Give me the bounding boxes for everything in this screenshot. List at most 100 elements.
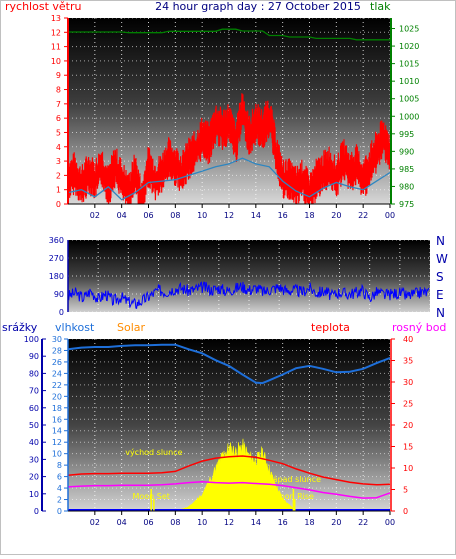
time-tick-label: 06 bbox=[143, 518, 153, 527]
humidity-tick-label: 6 bbox=[57, 473, 62, 482]
wind-speed-tick-label: 5 bbox=[56, 128, 61, 137]
event-label: Moon Rise bbox=[273, 492, 314, 501]
rain-tick-label: 100 bbox=[24, 335, 39, 344]
compass-label: W bbox=[436, 252, 448, 266]
solar-axis-title: Solar bbox=[117, 321, 146, 334]
humidity-tick-label: 10 bbox=[52, 450, 62, 459]
temperature-tick-label: 40 bbox=[403, 335, 413, 344]
time-tick-label: 18 bbox=[304, 211, 314, 220]
time-tick-label: 00 bbox=[385, 518, 395, 527]
wind-speed-tick-label: 0 bbox=[56, 200, 61, 209]
humidity-tick-label: 28 bbox=[52, 346, 62, 355]
time-tick-label: 16 bbox=[278, 211, 288, 220]
wind-speed-tick-label: 3 bbox=[56, 157, 61, 166]
wind-speed-axis-title: rychlost větru bbox=[5, 0, 81, 13]
direction-degree-label: 270 bbox=[49, 254, 64, 263]
temperature-axis-title: teplota bbox=[311, 321, 350, 334]
axes-layer bbox=[41, 17, 395, 515]
pressure-axis-title: tlak bbox=[370, 0, 391, 13]
pressure-line bbox=[68, 28, 390, 41]
tick-labels-layer: 0123456789101112139759809859909951000100… bbox=[24, 14, 448, 527]
humidity-tick-label: 2 bbox=[57, 496, 62, 505]
wind-direction-trace bbox=[67, 281, 430, 309]
wind-speed-tick-label: 7 bbox=[56, 100, 61, 109]
humidity-tick-label: 16 bbox=[52, 415, 62, 424]
temperature-tick-label: 15 bbox=[403, 443, 413, 452]
chart-title: 24 hour graph day : 27 October 2015 bbox=[155, 0, 361, 13]
rain-tick-label: 10 bbox=[29, 490, 39, 499]
wind-speed-tick-label: 2 bbox=[56, 171, 61, 180]
time-tick-label: 08 bbox=[170, 518, 180, 527]
rain-tick-label: 70 bbox=[29, 387, 39, 396]
time-tick-label: 04 bbox=[117, 211, 127, 220]
rain-tick-label: 60 bbox=[29, 404, 39, 413]
temperature-tick-label: 10 bbox=[403, 464, 413, 473]
pressure-tick-label: 990 bbox=[399, 147, 414, 156]
temperature-tick-label: 30 bbox=[403, 378, 413, 387]
pressure-tick-label: 1005 bbox=[399, 95, 419, 104]
time-tick-label: 16 bbox=[278, 518, 288, 527]
wind-speed-tick-label: 1 bbox=[56, 186, 61, 195]
rain-axis-title: srážky bbox=[2, 321, 38, 334]
humidity-tick-label: 8 bbox=[57, 461, 62, 470]
time-tick-label: 14 bbox=[251, 518, 261, 527]
temperature-tick-label: 25 bbox=[403, 400, 413, 409]
compass-label: N bbox=[436, 306, 445, 320]
temperature-tick-label: 0 bbox=[403, 507, 408, 516]
temperature-line bbox=[67, 455, 391, 486]
rain-tick-label: 50 bbox=[29, 421, 39, 430]
temperature-tick-label: 5 bbox=[403, 486, 408, 495]
compass-label: N bbox=[436, 234, 445, 248]
direction-degree-label: 180 bbox=[49, 272, 64, 281]
wind-speed-tick-label: 4 bbox=[56, 143, 61, 152]
compass-label: E bbox=[436, 288, 444, 302]
rain-tick-label: 20 bbox=[29, 473, 39, 482]
time-tick-label: 08 bbox=[170, 211, 180, 220]
pressure-tick-label: 995 bbox=[399, 130, 414, 139]
time-tick-label: 06 bbox=[143, 211, 153, 220]
humidity-tick-label: 22 bbox=[52, 381, 62, 390]
event-label: Moon Set bbox=[132, 492, 169, 501]
time-tick-label: 10 bbox=[197, 211, 207, 220]
humidity-tick-label: 0 bbox=[57, 507, 62, 516]
time-tick-label: 20 bbox=[331, 518, 341, 527]
pressure-tick-label: 980 bbox=[399, 182, 414, 191]
time-tick-label: 18 bbox=[304, 518, 314, 527]
wind-speed-tick-label: 11 bbox=[51, 43, 61, 52]
time-tick-label: 00 bbox=[385, 211, 395, 220]
wind-average-line bbox=[67, 157, 391, 201]
humidity-axis-title: vlhkost bbox=[55, 321, 95, 334]
wind-speed-tick-label: 12 bbox=[51, 28, 61, 37]
wind-gust-line bbox=[67, 93, 391, 205]
pressure-tick-label: 1010 bbox=[399, 77, 419, 86]
humidity-tick-label: 4 bbox=[57, 484, 62, 493]
dew-point-line bbox=[67, 481, 391, 499]
wind-speed-tick-label: 10 bbox=[51, 57, 61, 66]
pressure-tick-label: 1015 bbox=[399, 60, 419, 69]
time-tick-label: 02 bbox=[90, 518, 100, 527]
time-tick-label: 12 bbox=[224, 518, 234, 527]
pressure-tick-label: 1025 bbox=[399, 25, 419, 34]
direction-degree-label: 360 bbox=[49, 236, 64, 245]
time-tick-label: 02 bbox=[90, 211, 100, 220]
rain-tick-label: 30 bbox=[29, 455, 39, 464]
pressure-tick-label: 1000 bbox=[399, 112, 419, 121]
rain-tick-label: 80 bbox=[29, 369, 39, 378]
series-layer bbox=[67, 28, 430, 512]
compass-label: S bbox=[436, 270, 444, 284]
time-tick-label: 20 bbox=[331, 211, 341, 220]
rain-tick-label: 40 bbox=[29, 438, 39, 447]
pressure-tick-label: 985 bbox=[399, 165, 414, 174]
humidity-tick-label: 30 bbox=[52, 335, 62, 344]
rain-tick-label: 0 bbox=[34, 507, 39, 516]
humidity-line bbox=[67, 343, 391, 385]
dew-point-axis-title: rosný bod bbox=[392, 321, 446, 334]
direction-degree-label: 90 bbox=[54, 290, 64, 299]
event-label: západ slunce bbox=[268, 475, 321, 484]
time-tick-label: 22 bbox=[358, 211, 368, 220]
temperature-tick-label: 35 bbox=[403, 357, 413, 366]
temperature-tick-label: 20 bbox=[403, 421, 413, 430]
humidity-tick-label: 24 bbox=[52, 369, 62, 378]
